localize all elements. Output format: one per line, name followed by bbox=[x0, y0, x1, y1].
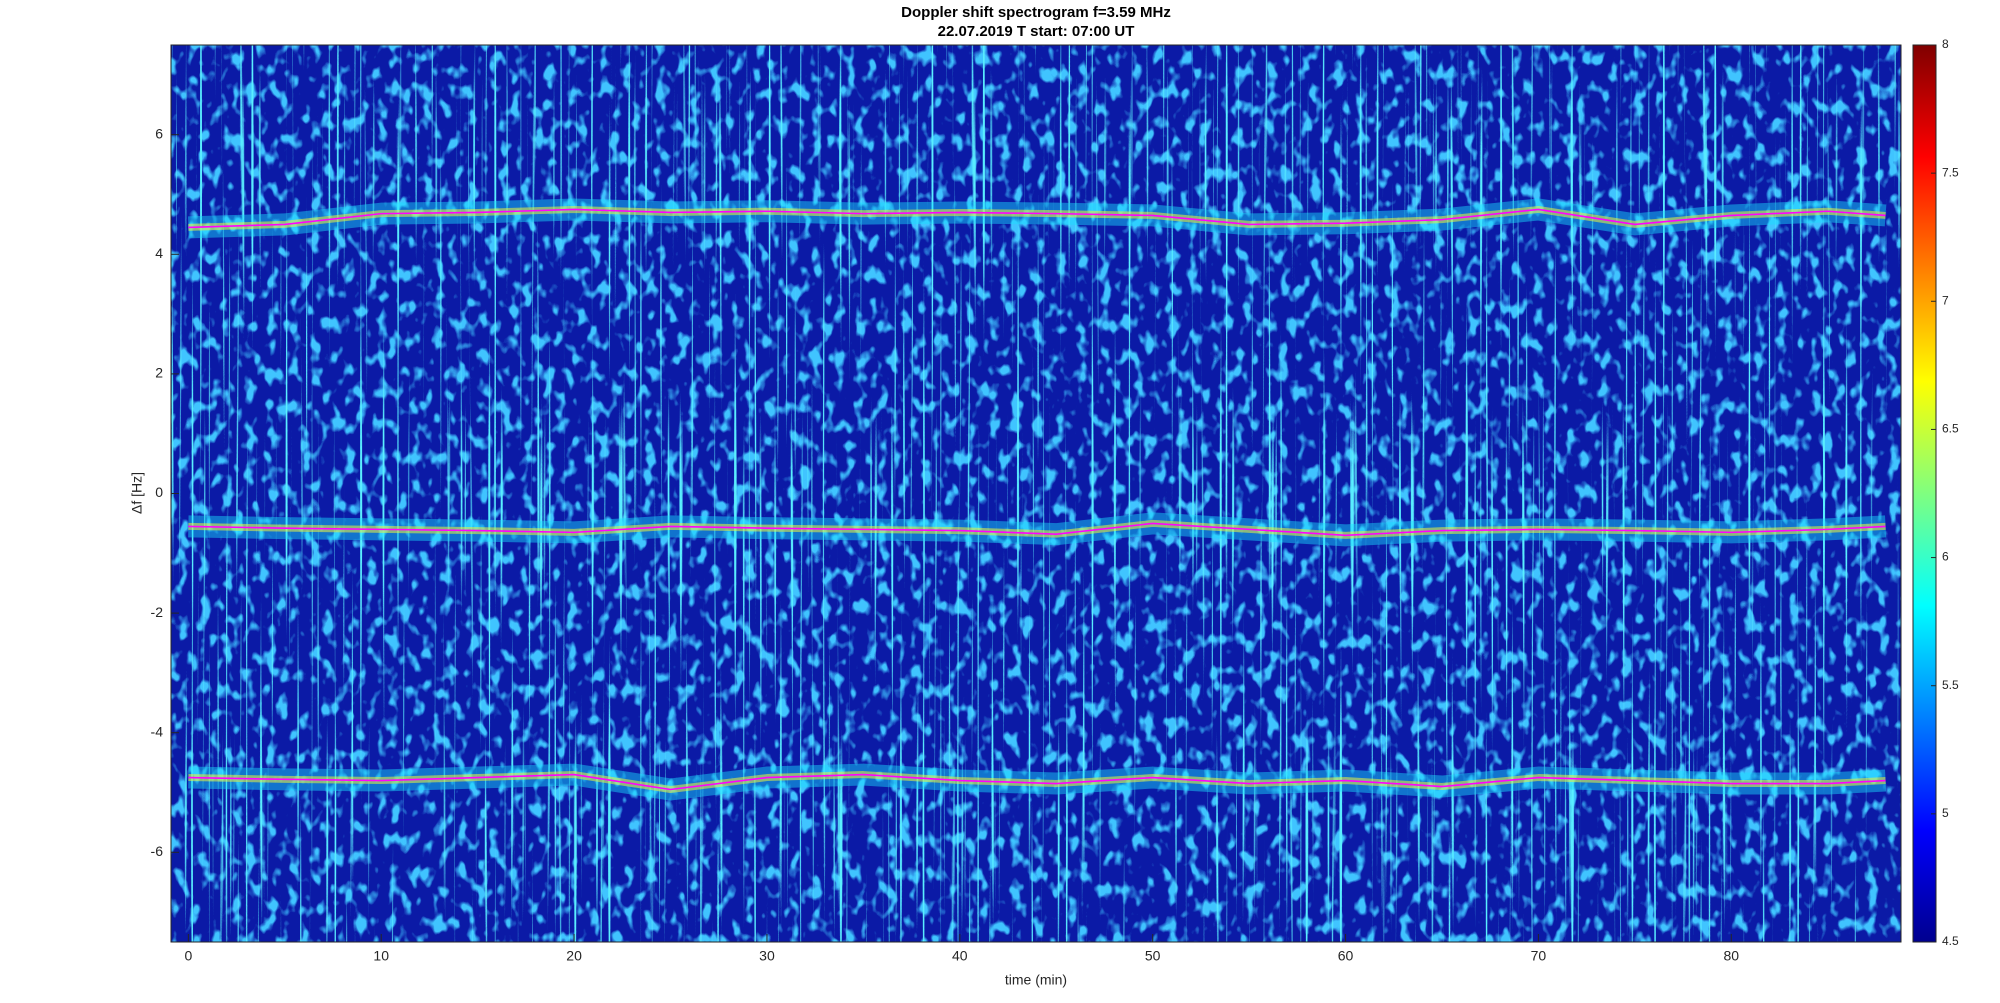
colorbar-tick-label: 4.5 bbox=[1942, 934, 1959, 948]
chart-subtitle: 22.07.2019 T start: 07:00 UT bbox=[938, 23, 1135, 40]
colorbar bbox=[1912, 44, 1937, 943]
doppler-trace bbox=[188, 522, 1886, 537]
colorbar-tick-label: 7 bbox=[1942, 293, 1949, 307]
chart-title: Doppler shift spectrogram f=3.59 MHz bbox=[901, 4, 1171, 21]
colorbar-tick-label: 5.5 bbox=[1942, 678, 1959, 692]
colorbar-tick-label: 8 bbox=[1942, 37, 1949, 51]
x-tick-label: 80 bbox=[1723, 948, 1739, 964]
x-tick-label: 40 bbox=[952, 948, 968, 964]
x-tick-label: 10 bbox=[373, 948, 389, 964]
y-tick-label: 4 bbox=[155, 245, 163, 261]
y-tick-label: 0 bbox=[155, 484, 163, 500]
x-tick-label: 0 bbox=[184, 948, 192, 964]
doppler-trace bbox=[188, 773, 1886, 791]
x-tick-label: 20 bbox=[566, 948, 582, 964]
x-tick-label: 30 bbox=[759, 948, 775, 964]
y-tick-label: -2 bbox=[151, 604, 164, 620]
y-tick-label: 2 bbox=[155, 365, 163, 381]
colorbar-tick-label: 6 bbox=[1942, 550, 1949, 564]
colorbar-tick-label: 6.5 bbox=[1942, 422, 1959, 436]
x-axis-label: time (min) bbox=[1005, 972, 1067, 988]
y-tick-label: -4 bbox=[151, 723, 164, 739]
y-tick-label: 6 bbox=[155, 125, 163, 141]
colorbar-tick-label: 5 bbox=[1942, 806, 1949, 820]
x-tick-label: 70 bbox=[1531, 948, 1547, 964]
y-tick-label: -6 bbox=[151, 843, 164, 859]
x-tick-label: 60 bbox=[1338, 948, 1354, 964]
plot-area bbox=[171, 45, 1901, 942]
noise-texture bbox=[171, 45, 1901, 942]
x-tick-label: 50 bbox=[1145, 948, 1161, 964]
y-axis-label: Δf [Hz] bbox=[129, 472, 145, 514]
colorbar-tick-label: 7.5 bbox=[1942, 165, 1959, 179]
doppler-trace bbox=[188, 208, 1886, 229]
